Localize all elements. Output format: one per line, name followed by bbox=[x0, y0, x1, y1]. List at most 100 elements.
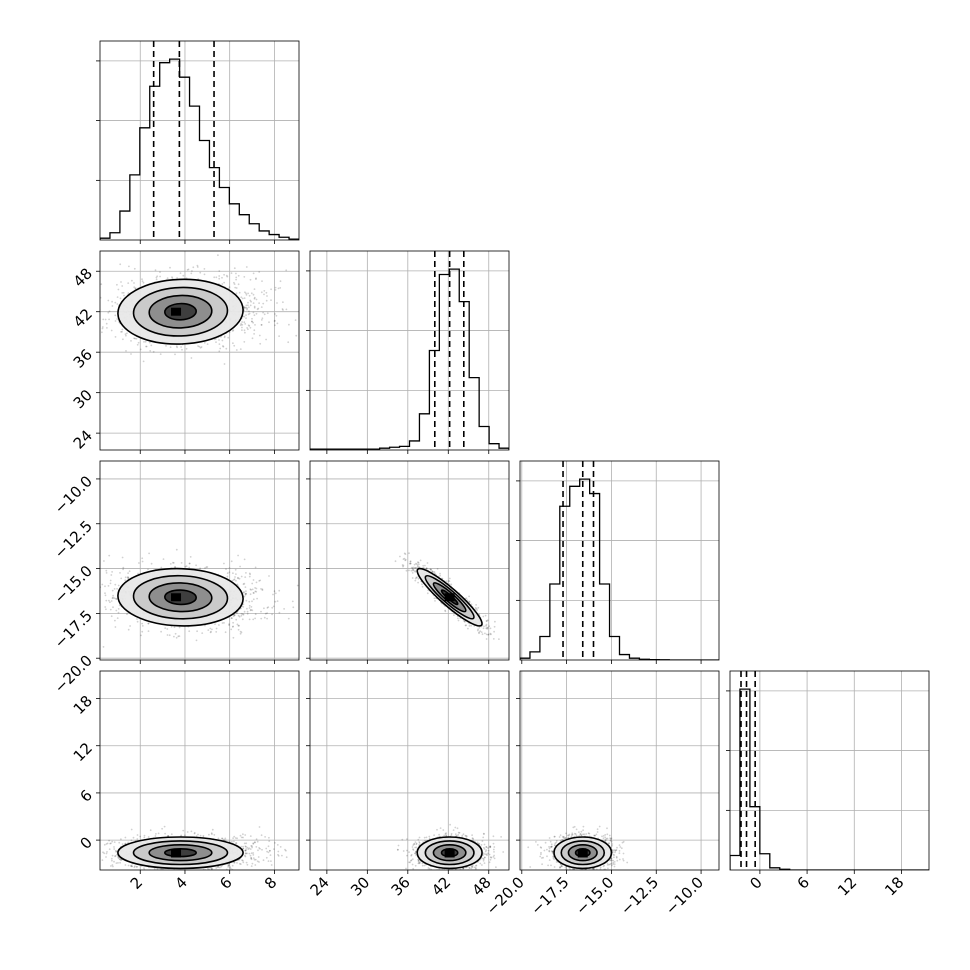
scatter-point bbox=[218, 277, 221, 280]
scatter-point bbox=[104, 585, 106, 588]
scatter-point bbox=[109, 579, 112, 582]
scatter-point bbox=[240, 612, 243, 615]
scatter-point bbox=[246, 327, 249, 329]
scatter-point bbox=[486, 619, 489, 622]
scatter-point bbox=[399, 555, 401, 558]
scatter-point bbox=[233, 614, 236, 616]
scatter-point bbox=[237, 274, 240, 277]
scatter-point bbox=[247, 304, 249, 307]
scatter-point bbox=[230, 628, 233, 631]
scatter-point bbox=[141, 622, 144, 625]
scatter-point bbox=[124, 576, 127, 579]
scatter-point bbox=[268, 321, 270, 324]
scatter-point bbox=[215, 631, 218, 633]
scatter-point bbox=[135, 337, 138, 340]
scatter-point bbox=[249, 588, 252, 591]
scatter-point bbox=[98, 586, 100, 588]
scatter-point bbox=[199, 567, 202, 570]
scatter-point bbox=[213, 276, 216, 279]
scatter-point bbox=[233, 281, 235, 284]
scatter-point bbox=[255, 278, 257, 280]
scatter-point bbox=[155, 278, 158, 281]
scatter-point bbox=[260, 324, 263, 326]
scatter-point bbox=[145, 345, 148, 348]
scatter-point bbox=[127, 572, 129, 574]
scatter-point bbox=[93, 584, 95, 586]
scatter-point bbox=[249, 609, 252, 612]
scatter-point bbox=[103, 560, 105, 562]
scatter-point bbox=[476, 609, 478, 611]
scatter-point bbox=[246, 607, 248, 610]
scatter-point bbox=[243, 329, 246, 332]
scatter-point bbox=[253, 592, 255, 594]
scatter-point bbox=[172, 562, 175, 564]
scatter-point bbox=[433, 597, 436, 600]
scatter-point bbox=[248, 294, 251, 297]
scatter-point bbox=[164, 627, 167, 629]
scatter-point bbox=[251, 582, 254, 585]
scatter-point bbox=[254, 324, 256, 326]
scatter-point bbox=[262, 311, 264, 314]
scatter-point bbox=[113, 597, 116, 600]
scatter-point bbox=[402, 564, 405, 567]
scatter-point bbox=[233, 267, 236, 270]
scatter-point bbox=[247, 324, 250, 327]
scatter-point bbox=[244, 331, 246, 334]
scatter-point bbox=[110, 574, 113, 576]
scatter-point bbox=[223, 562, 225, 565]
scatter-point bbox=[283, 608, 285, 610]
scatter-point bbox=[248, 575, 251, 578]
scatter-point bbox=[122, 291, 125, 294]
scatter-point bbox=[478, 626, 481, 629]
scatter-point bbox=[188, 562, 191, 565]
scatter-point bbox=[485, 620, 488, 622]
scatter-point bbox=[249, 573, 252, 576]
scatter-point bbox=[239, 632, 242, 635]
scatter-point bbox=[252, 579, 255, 581]
scatter-point bbox=[252, 311, 255, 314]
scatter-point bbox=[204, 624, 206, 627]
scatter-point bbox=[255, 587, 258, 590]
scatter-point bbox=[144, 340, 147, 343]
scatter-point bbox=[243, 341, 246, 343]
scatter-point bbox=[243, 306, 246, 308]
scatter-point bbox=[418, 566, 421, 569]
scatter-point bbox=[318, 615, 320, 617]
scatter-point bbox=[117, 288, 120, 291]
scatter-point bbox=[205, 566, 208, 569]
scatter-point bbox=[252, 598, 255, 601]
scatter-point bbox=[228, 624, 231, 626]
scatter-point bbox=[243, 297, 246, 299]
scatter-point bbox=[224, 631, 227, 634]
scatter-point bbox=[196, 264, 199, 267]
scatter-point bbox=[131, 279, 133, 282]
scatter-point bbox=[247, 328, 249, 331]
scatter-point bbox=[238, 624, 240, 627]
scatter-point bbox=[215, 341, 217, 343]
scatter-point bbox=[235, 349, 238, 351]
scatter-point bbox=[123, 294, 125, 297]
scatter-point bbox=[110, 615, 113, 618]
scatter-point bbox=[117, 611, 120, 614]
scatter-point bbox=[223, 336, 226, 339]
scatter-point bbox=[245, 304, 248, 307]
scatter-point bbox=[188, 630, 191, 633]
scatter-point bbox=[114, 336, 117, 338]
histogram-panel-1 bbox=[310, 251, 509, 450]
scatter-point bbox=[107, 585, 110, 587]
scatter-point bbox=[178, 635, 181, 637]
scatter-point bbox=[218, 350, 221, 353]
scatter-point bbox=[110, 600, 113, 602]
scatter-point bbox=[415, 566, 418, 569]
scatter-point bbox=[104, 592, 106, 595]
scatter-point bbox=[464, 624, 467, 627]
scatter-point bbox=[476, 629, 479, 632]
peak-marker bbox=[171, 593, 182, 602]
scatter-point bbox=[416, 576, 418, 579]
scatter-point bbox=[105, 608, 107, 611]
scatter-point bbox=[246, 308, 248, 311]
scatter-point bbox=[185, 565, 188, 568]
scatter-point bbox=[250, 606, 253, 608]
scatter-point bbox=[133, 282, 135, 284]
scatter-point bbox=[234, 568, 237, 571]
